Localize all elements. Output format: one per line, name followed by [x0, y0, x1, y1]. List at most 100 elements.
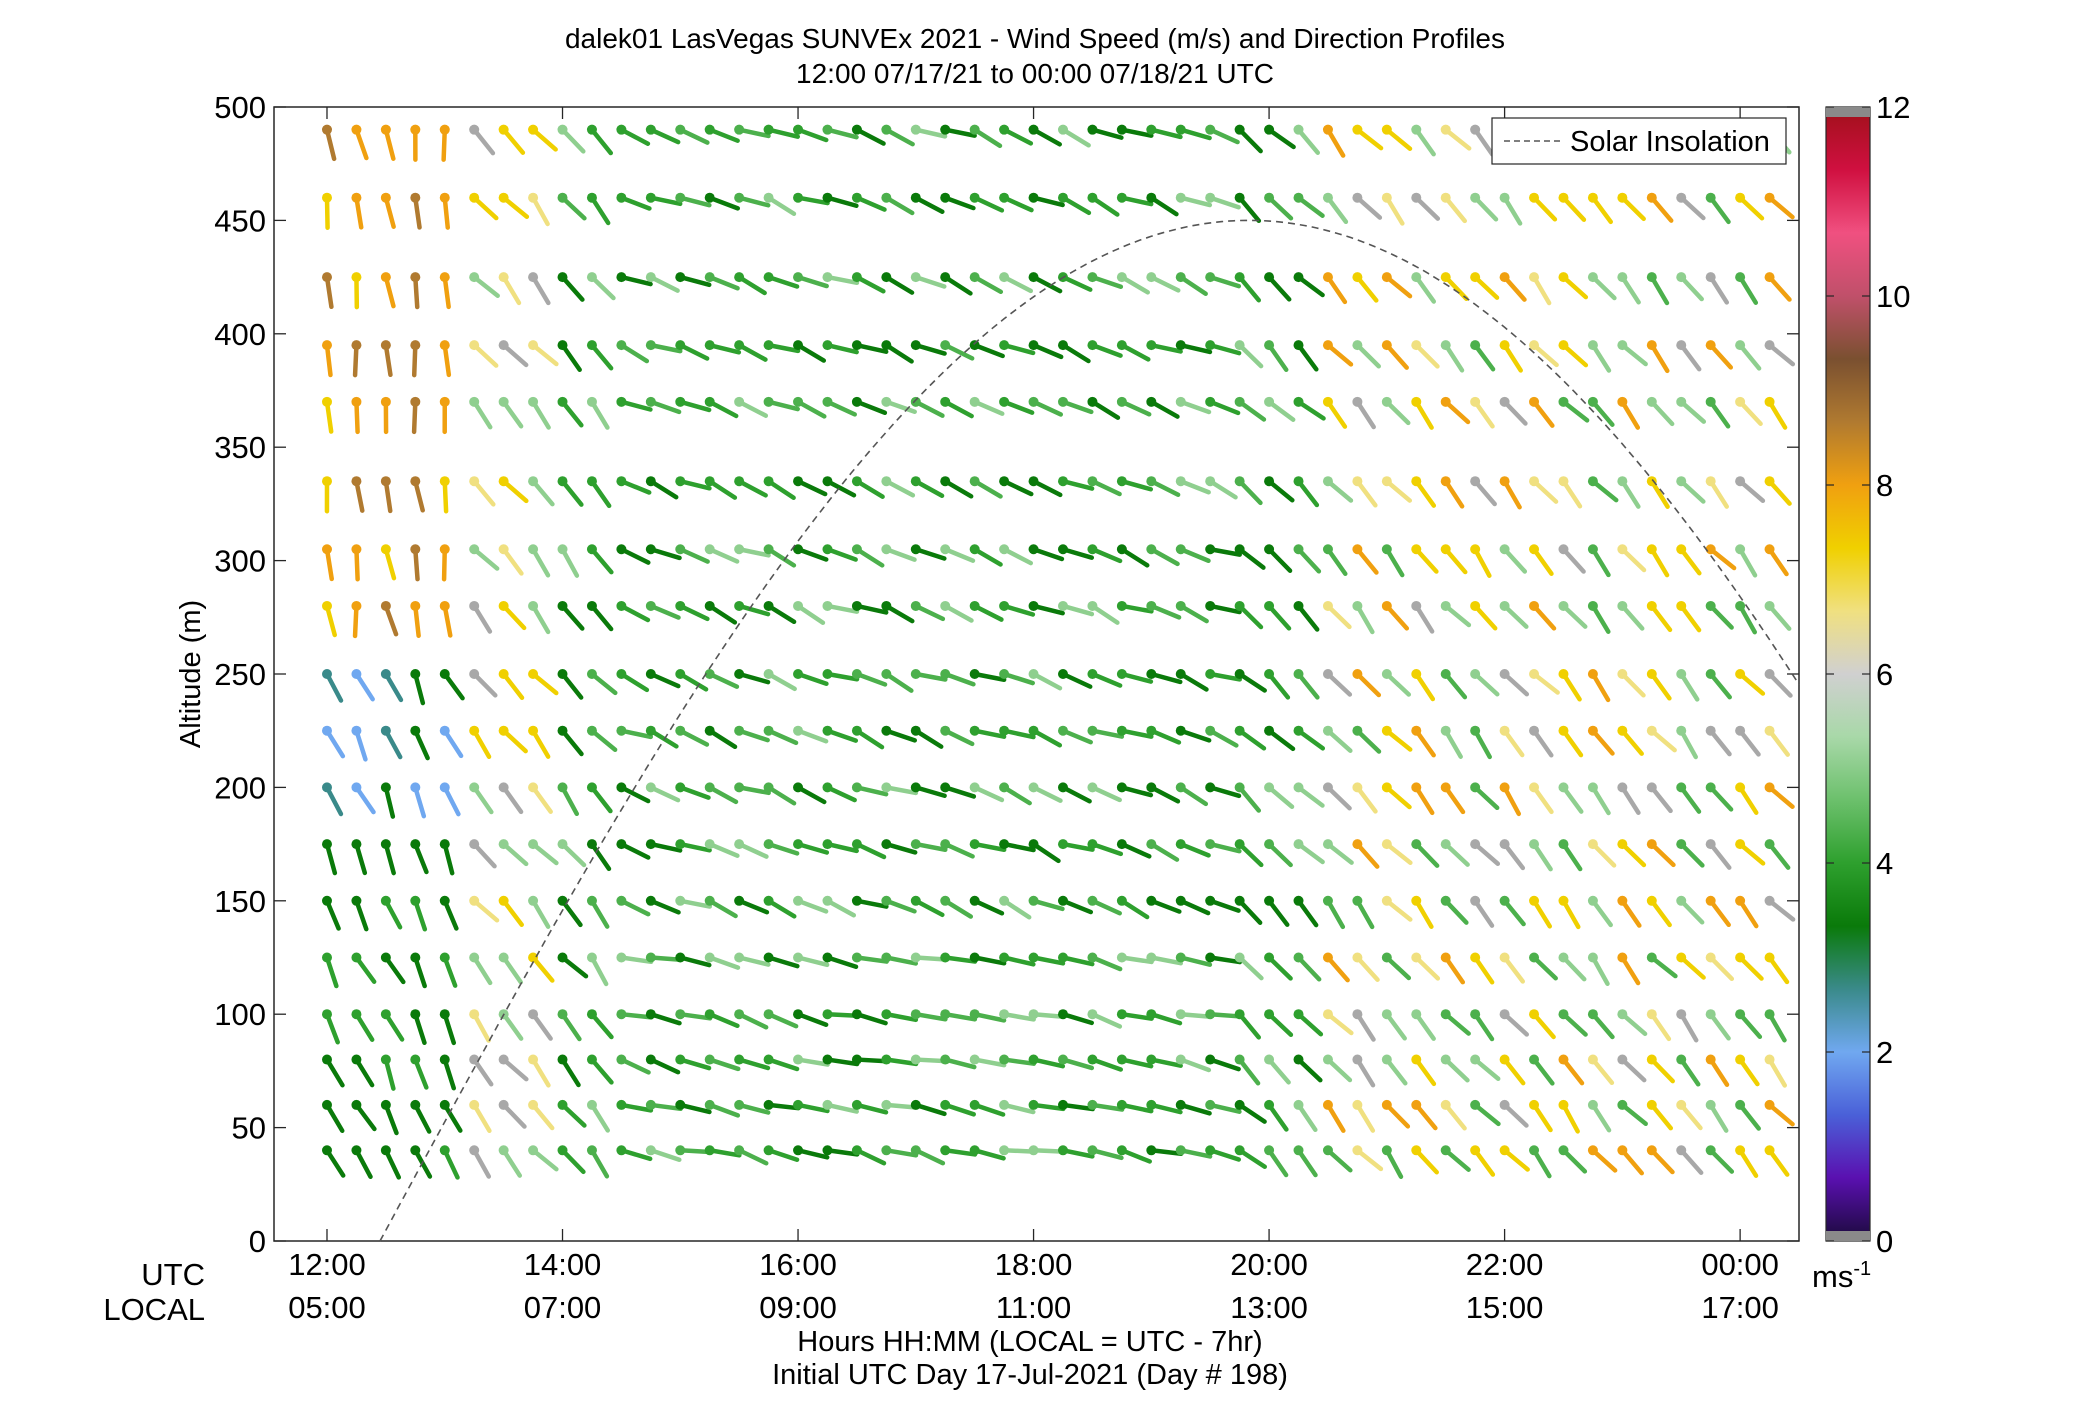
wind-barb-head [1764, 782, 1775, 793]
wind-barb-head [1322, 340, 1333, 351]
wind-barb-head [1440, 895, 1451, 906]
wind-barb-head [1470, 1009, 1481, 1020]
wind-barb [793, 124, 829, 143]
wind-barb-head [822, 669, 833, 679]
wind-barb [822, 192, 859, 209]
wind-barb [793, 600, 826, 625]
wind-barb [1322, 839, 1354, 865]
wind-barb [1352, 124, 1384, 151]
wind-barb-shaft [825, 547, 858, 562]
wind-barb-head [1440, 340, 1451, 351]
wind-barb [469, 1145, 492, 1179]
wind-barb-head [1558, 1145, 1569, 1156]
wind-barb-shaft [1090, 127, 1124, 140]
wind-barb-shaft [1502, 478, 1522, 510]
wind-barb-head [734, 895, 745, 906]
wind-barb-shaft [1590, 898, 1613, 928]
wind-barb-shaft [1649, 195, 1674, 223]
wind-barb-head [1764, 396, 1775, 407]
wind-barb-shaft [1678, 274, 1704, 302]
wind-barb-shaft [825, 478, 857, 498]
wind-barb [881, 1009, 919, 1023]
wind-barb-shaft [707, 841, 740, 858]
wind-barb [1116, 952, 1154, 965]
wind-barb-shaft [1031, 1057, 1066, 1069]
wind-barb [704, 396, 739, 419]
wind-barb-head [616, 1145, 627, 1156]
wind-barb [881, 1099, 919, 1110]
wind-barb [969, 544, 1003, 567]
wind-barb [321, 396, 334, 434]
wind-barb-shaft [1590, 1011, 1615, 1040]
wind-barb [1205, 396, 1241, 416]
wind-barb [1735, 1009, 1763, 1040]
wind-barb [1381, 476, 1413, 503]
wind-barb [1234, 782, 1262, 813]
wind-barb-head [1440, 272, 1451, 283]
wind-barb-head [704, 600, 715, 611]
wind-barb-head [469, 396, 480, 407]
colorbar-unit: ms-1 [1812, 1258, 1871, 1294]
wind-barb-head [380, 725, 391, 736]
y-tick-label: 300 [214, 544, 266, 579]
wind-barb [498, 725, 528, 754]
wind-barb [1205, 600, 1242, 615]
wind-barb [1617, 192, 1646, 222]
wind-barb-shaft [441, 547, 448, 582]
wind-barb-head [940, 1099, 951, 1110]
wind-barb-head [1234, 272, 1245, 283]
wind-barb-shaft [942, 342, 975, 361]
wind-barb [1175, 272, 1208, 297]
wind-barb-head [1322, 952, 1333, 963]
wind-barb [1646, 396, 1675, 427]
wind-barb-head [1470, 340, 1481, 351]
wind-barb [1676, 272, 1704, 302]
wind-barb-head [380, 272, 391, 283]
wind-barb-shaft [972, 955, 1007, 966]
wind-barb-head [1411, 1145, 1422, 1156]
wind-barb-head [969, 1009, 980, 1020]
wind-barb-head [1617, 544, 1628, 555]
wind-barb-shaft [1708, 955, 1735, 982]
wind-barb-shaft [736, 671, 771, 685]
wind-barb-head [851, 476, 862, 487]
wind-barb-shaft [324, 841, 338, 876]
wind-barb-shaft [1001, 728, 1036, 740]
wind-barb-head [1764, 600, 1775, 611]
wind-barb [1735, 272, 1759, 305]
wind-barb [1087, 600, 1120, 625]
wind-barb [557, 544, 580, 578]
wind-barb [1646, 192, 1674, 223]
wind-barb-head [1735, 600, 1746, 611]
wind-barb [793, 952, 830, 968]
wind-barb-shaft [1443, 841, 1470, 867]
wind-barb [1617, 396, 1641, 430]
wind-barb-head [1028, 340, 1039, 351]
wind-barb-head [1264, 192, 1275, 203]
wind-barb [586, 476, 612, 509]
wind-barb-shaft [678, 399, 712, 413]
wind-barb-shaft [795, 274, 829, 289]
wind-barb-head [704, 1145, 715, 1156]
wind-barb [734, 1099, 771, 1115]
wind-barb-head [1293, 725, 1304, 736]
wind-barb [1381, 340, 1409, 370]
wind-barb [1352, 396, 1376, 430]
wind-barb [1705, 544, 1737, 571]
wind-barb [1499, 340, 1523, 373]
wind-barb [940, 895, 974, 919]
wind-barb-shaft [648, 728, 679, 749]
wind-barb-head [586, 1145, 597, 1156]
wind-barb-head [851, 544, 862, 555]
wind-barb [1617, 782, 1641, 815]
wind-barb [822, 544, 858, 562]
wind-barb-head [528, 476, 539, 487]
wind-barb [1558, 476, 1583, 509]
wind-barb-shaft [1031, 728, 1063, 748]
wind-barb-head [645, 1099, 656, 1110]
wind-barb [1234, 895, 1263, 925]
wind-barb-head [616, 600, 627, 611]
wind-barb [498, 600, 527, 631]
wind-barb [498, 124, 526, 155]
